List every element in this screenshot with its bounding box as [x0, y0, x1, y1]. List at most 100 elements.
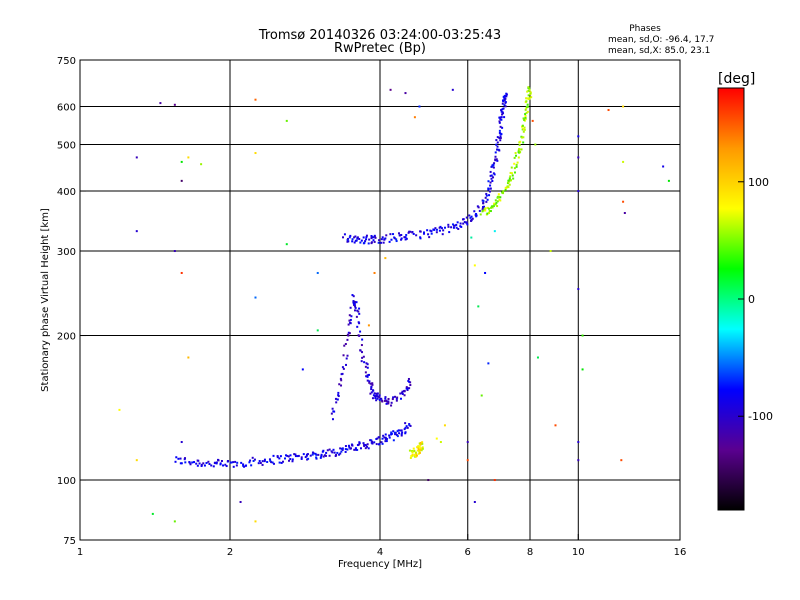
- data-point: [297, 454, 300, 457]
- data-point: [356, 309, 359, 312]
- data-point: [384, 440, 387, 443]
- data-point: [383, 399, 386, 402]
- data-point: [393, 431, 396, 434]
- data-point: [365, 362, 368, 365]
- data-point: [419, 443, 422, 446]
- data-point: [173, 250, 176, 253]
- data-point: [341, 366, 344, 369]
- data-point: [394, 433, 397, 436]
- data-point: [372, 389, 375, 392]
- data-point: [184, 461, 187, 464]
- data-point: [354, 305, 357, 308]
- data-point: [384, 397, 387, 400]
- data-point: [401, 390, 404, 393]
- data-point: [377, 436, 380, 439]
- data-point: [347, 444, 350, 447]
- x-tick-label: 8: [527, 547, 533, 558]
- phases-heading: Phases: [629, 24, 661, 34]
- data-point: [263, 458, 266, 461]
- data-point: [492, 166, 495, 169]
- data-point: [400, 237, 403, 240]
- data-point: [183, 458, 186, 461]
- data-point: [496, 195, 499, 198]
- data-point: [525, 100, 528, 103]
- data-point: [266, 460, 269, 463]
- data-point: [530, 96, 533, 99]
- data-point: [353, 448, 356, 451]
- data-point: [365, 375, 368, 378]
- data-point: [240, 461, 243, 464]
- data-point: [346, 238, 349, 241]
- data-point: [361, 356, 364, 359]
- data-point: [405, 237, 408, 240]
- data-point: [349, 447, 352, 450]
- data-point: [498, 116, 501, 119]
- data-point: [439, 441, 442, 444]
- data-point: [419, 237, 422, 240]
- data-point: [357, 443, 360, 446]
- data-point: [381, 442, 384, 445]
- data-point: [577, 441, 580, 444]
- data-point: [479, 213, 482, 216]
- data-point: [341, 448, 344, 451]
- data-point: [261, 463, 264, 466]
- data-point: [388, 434, 391, 437]
- data-point: [254, 520, 257, 523]
- data-point: [499, 135, 502, 138]
- data-point: [529, 91, 532, 94]
- data-point: [407, 377, 410, 380]
- data-point: [355, 315, 358, 318]
- data-point: [489, 181, 492, 184]
- data-point: [462, 218, 465, 221]
- data-point: [325, 451, 328, 454]
- data-point: [503, 104, 506, 107]
- data-point: [463, 221, 466, 224]
- data-point: [484, 207, 487, 210]
- data-point: [496, 200, 499, 203]
- data-point: [300, 457, 303, 460]
- data-point: [419, 447, 422, 450]
- data-point: [296, 455, 299, 458]
- data-point: [435, 228, 438, 231]
- data-point: [373, 392, 376, 395]
- data-point: [489, 210, 492, 213]
- data-point: [485, 194, 488, 197]
- data-point: [403, 428, 406, 431]
- data-point: [195, 462, 198, 465]
- data-point: [406, 426, 409, 429]
- data-point: [357, 310, 360, 313]
- data-point: [623, 212, 626, 215]
- data-point: [207, 460, 210, 463]
- data-point: [429, 229, 432, 232]
- data-point: [443, 226, 446, 229]
- data-point: [581, 368, 584, 371]
- data-point: [322, 455, 325, 458]
- data-point: [411, 451, 414, 454]
- colorbar-ticks: 100 0 -100: [738, 176, 773, 423]
- data-point: [151, 512, 154, 515]
- data-point: [396, 396, 399, 399]
- data-point: [526, 90, 529, 93]
- data-point: [366, 375, 369, 378]
- data-point: [367, 373, 370, 376]
- data-point: [384, 433, 387, 436]
- data-point: [392, 233, 395, 236]
- data-point: [374, 236, 377, 239]
- data-point: [489, 184, 492, 187]
- data-point: [526, 110, 529, 113]
- data-point: [496, 159, 499, 162]
- data-point: [389, 233, 392, 236]
- data-point: [344, 450, 347, 453]
- data-point: [220, 459, 223, 462]
- data-point: [336, 451, 339, 454]
- data-point: [348, 446, 351, 449]
- data-point: [334, 455, 337, 458]
- data-point: [511, 172, 514, 175]
- data-point: [276, 456, 279, 459]
- data-point: [500, 118, 503, 121]
- data-point: [375, 438, 378, 441]
- data-point: [370, 385, 373, 388]
- data-point: [396, 435, 399, 438]
- data-point: [354, 235, 357, 238]
- data-point: [365, 234, 368, 237]
